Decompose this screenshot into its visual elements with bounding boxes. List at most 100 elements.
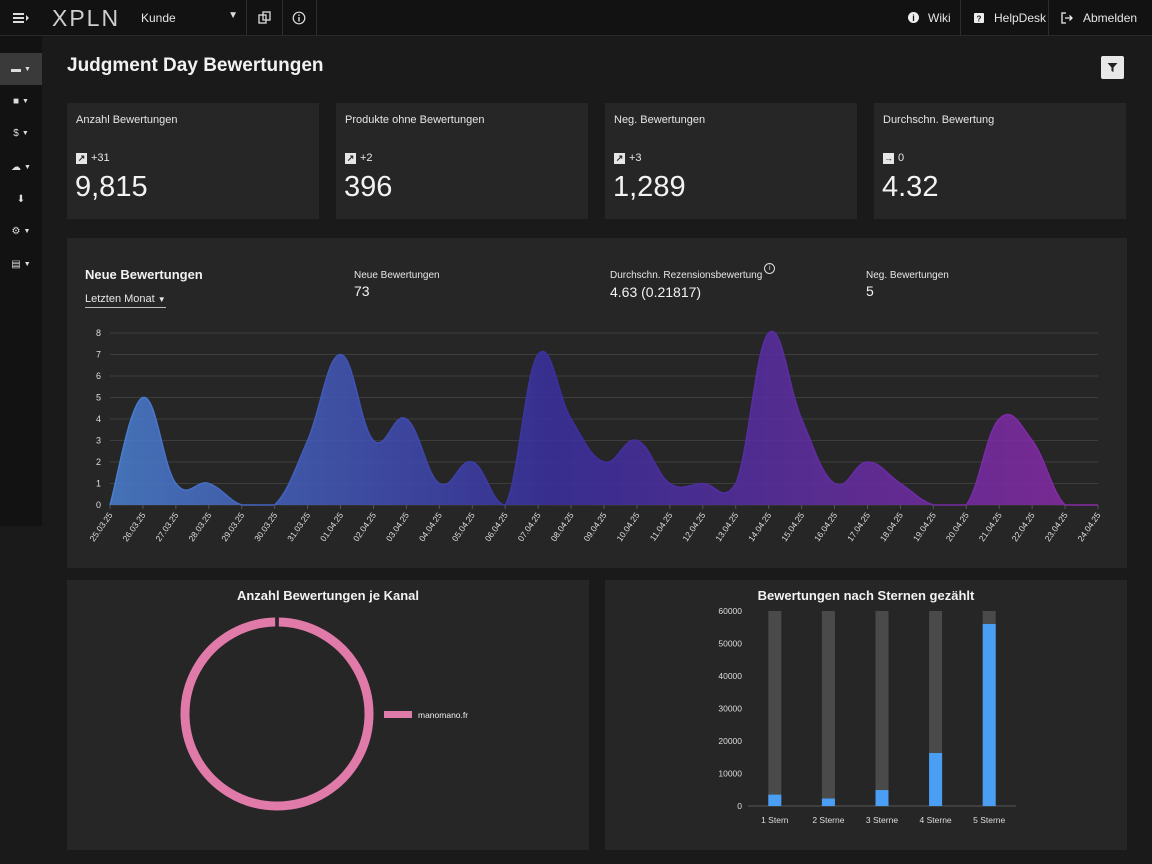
sidebar-item-download[interactable]: ⬇ bbox=[0, 183, 42, 215]
bar bbox=[875, 790, 889, 806]
kpi-delta: → 0 bbox=[883, 152, 904, 164]
logout-link[interactable]: Abmelden bbox=[1048, 0, 1152, 35]
stat-negative-reviews: Neg. Bewertungen 5 bbox=[866, 270, 949, 299]
donut-slice bbox=[180, 617, 374, 811]
caret-down-icon: ▼ bbox=[22, 97, 29, 105]
kpi-card-products-without-reviews: Produkte ohne Bewertungen ↗ +2 396 bbox=[336, 103, 588, 219]
stars-chart-panel: Bewertungen nach Sternen gezählt 0 10000 2… bbox=[605, 580, 1127, 850]
kpi-value: 9,815 bbox=[75, 171, 148, 203]
svg-text:?: ? bbox=[977, 14, 982, 23]
kpi-delta: ↗ +3 bbox=[614, 152, 642, 164]
x-tick-label: 26.03.25 bbox=[120, 510, 147, 543]
bar bbox=[929, 753, 943, 806]
x-tick-label: 20.04.25 bbox=[944, 510, 971, 543]
kpi-title: Produkte ohne Bewertungen bbox=[345, 114, 485, 126]
kpi-card-negative-reviews: Neg. Bewertungen ↗ +3 1,289 bbox=[605, 103, 857, 219]
filter-icon bbox=[1107, 63, 1118, 72]
kpi-card-average-rating: Durchschn. Bewertung → 0 4.32 bbox=[874, 103, 1126, 219]
x-tick-label: 01.04.25 bbox=[318, 510, 345, 543]
bar bbox=[982, 624, 996, 806]
stat-value: 4.63 (0.21817) bbox=[610, 284, 702, 300]
helpdesk-link[interactable]: ? HelpDesk bbox=[960, 0, 1049, 35]
x-tick-label: 02.04.25 bbox=[351, 510, 378, 543]
x-tick-label: 28.03.25 bbox=[186, 510, 213, 543]
x-tick-label: 21.04.25 bbox=[977, 510, 1004, 543]
legend-swatch bbox=[384, 711, 412, 718]
y-tick-label: 0 bbox=[737, 801, 742, 811]
x-tick-label: 13.04.25 bbox=[713, 510, 740, 543]
helpdesk-label: HelpDesk bbox=[994, 10, 1047, 25]
caret-down-icon: ▼ bbox=[23, 260, 31, 268]
channel-chart-panel: Anzahl Bewertungen je Kanal manomano.fr bbox=[67, 580, 589, 850]
customer-select[interactable]: Kunde ▼ bbox=[128, 0, 247, 35]
caret-down-icon: ▼ bbox=[24, 163, 31, 171]
info-circle-icon bbox=[292, 11, 305, 24]
info-button[interactable] bbox=[281, 0, 317, 35]
x-tick-label: 05.04.25 bbox=[450, 510, 477, 543]
info-icon[interactable]: i bbox=[764, 263, 776, 274]
y-tick-label: 6 bbox=[96, 371, 101, 381]
x-tick-label: 3 Sterne bbox=[866, 815, 898, 825]
y-tick-label: 8 bbox=[96, 328, 101, 338]
x-tick-label: 16.04.25 bbox=[812, 510, 839, 543]
gear-icon: ⚙ bbox=[11, 225, 21, 237]
sidebar-item-server[interactable]: ▤ ▼ bbox=[0, 248, 42, 280]
x-tick-label: 09.04.25 bbox=[581, 510, 608, 543]
sidebar: ▬ ▼ ■ ▼ $ ▼ ☁ ▼ ⬇ ⚙ ▼ ▤ ▼ bbox=[0, 36, 42, 526]
page-title: Judgment Day Bewertungen bbox=[67, 55, 324, 76]
series-line bbox=[109, 330, 1098, 506]
kpi-value: 396 bbox=[344, 171, 393, 203]
x-tick-label: 2 Sterne bbox=[812, 815, 844, 825]
x-tick-label: 22.04.25 bbox=[1010, 510, 1037, 543]
y-tick-label: 3 bbox=[96, 436, 101, 446]
caret-down-icon: ▼ bbox=[157, 295, 166, 304]
helpdesk-icon: ? bbox=[974, 12, 984, 23]
arrow-up-right-icon: ↗ bbox=[345, 152, 356, 164]
kpi-delta-value: +31 bbox=[91, 152, 110, 164]
channel-chart-title: Anzahl Bewertungen je Kanal bbox=[236, 588, 420, 603]
x-tick-label: 15.04.25 bbox=[779, 510, 806, 543]
new-reviews-area-chart: 0 1 2 3 4 5 6 7 8 25.03.25 26.03.25 27.03.25 28.03.2… bbox=[87, 328, 1102, 543]
y-tick-label: 2 bbox=[96, 457, 101, 467]
arrow-up-right-icon: ↗ bbox=[76, 152, 87, 164]
sidebar-item-reviews[interactable]: ▬ ▼ bbox=[0, 53, 42, 85]
dollar-icon: $ bbox=[13, 127, 19, 139]
arrow-right-icon: → bbox=[883, 152, 894, 164]
sidebar-item-finance[interactable]: $ ▼ bbox=[0, 117, 42, 149]
menu-toggle-button[interactable] bbox=[0, 0, 42, 35]
period-dropdown-label: Letzten Monat bbox=[85, 293, 155, 305]
logout-icon bbox=[1061, 11, 1073, 24]
stat-average-rating: Durchschn. Rezensionsbewertungi 4.63 (0.… bbox=[610, 263, 776, 300]
x-tick-label: 30.03.25 bbox=[252, 510, 279, 543]
app-logo[interactable]: XPLN bbox=[52, 5, 121, 31]
x-tick-label: 19.04.25 bbox=[911, 510, 938, 543]
download-icon: ⬇ bbox=[16, 193, 26, 205]
sidebar-item-feedback[interactable]: ■ ▼ bbox=[0, 85, 42, 117]
comment-alert-icon: ■ bbox=[13, 95, 20, 107]
stat-label: Neg. Bewertungen bbox=[866, 270, 949, 281]
stat-label: Neue Bewertungen bbox=[354, 270, 440, 281]
caret-down-icon: ▼ bbox=[24, 65, 31, 73]
top-bar: XPLN Kunde ▼ i Wiki ? HelpDesk Abmelden bbox=[0, 0, 1152, 36]
kpi-delta-value: +3 bbox=[629, 152, 642, 164]
kpi-card-total-reviews: Anzahl Bewertungen ↗ +31 9,815 bbox=[67, 103, 319, 219]
wiki-link[interactable]: i Wiki bbox=[896, 0, 960, 35]
bar-background bbox=[821, 611, 835, 806]
y-tick-label: 30000 bbox=[718, 704, 742, 714]
sidebar-item-cloud[interactable]: ☁ ▼ bbox=[0, 151, 42, 183]
stat-new-reviews: Neue Bewertungen 73 bbox=[354, 270, 440, 299]
period-dropdown[interactable]: Letzten Monat ▼ bbox=[85, 293, 166, 308]
x-tick-label: 10.04.25 bbox=[614, 510, 641, 543]
caret-down-icon: ▼ bbox=[23, 227, 31, 235]
new-reviews-panel: Neue Bewertungen Letzten Monat ▼ Neue Be… bbox=[67, 238, 1127, 568]
copy-button[interactable] bbox=[246, 0, 283, 35]
stat-value: 5 bbox=[866, 283, 874, 299]
kpi-delta: ↗ +31 bbox=[76, 152, 110, 164]
y-tick-label: 5 bbox=[96, 393, 101, 403]
hamburger-icon bbox=[12, 12, 29, 23]
y-tick-label: 0 bbox=[96, 500, 101, 510]
sidebar-item-settings[interactable]: ⚙ ▼ bbox=[0, 215, 42, 247]
customer-select-label: Kunde bbox=[141, 10, 176, 25]
x-tick-label: 1 Stern bbox=[761, 815, 789, 825]
filter-button[interactable] bbox=[1101, 56, 1124, 79]
